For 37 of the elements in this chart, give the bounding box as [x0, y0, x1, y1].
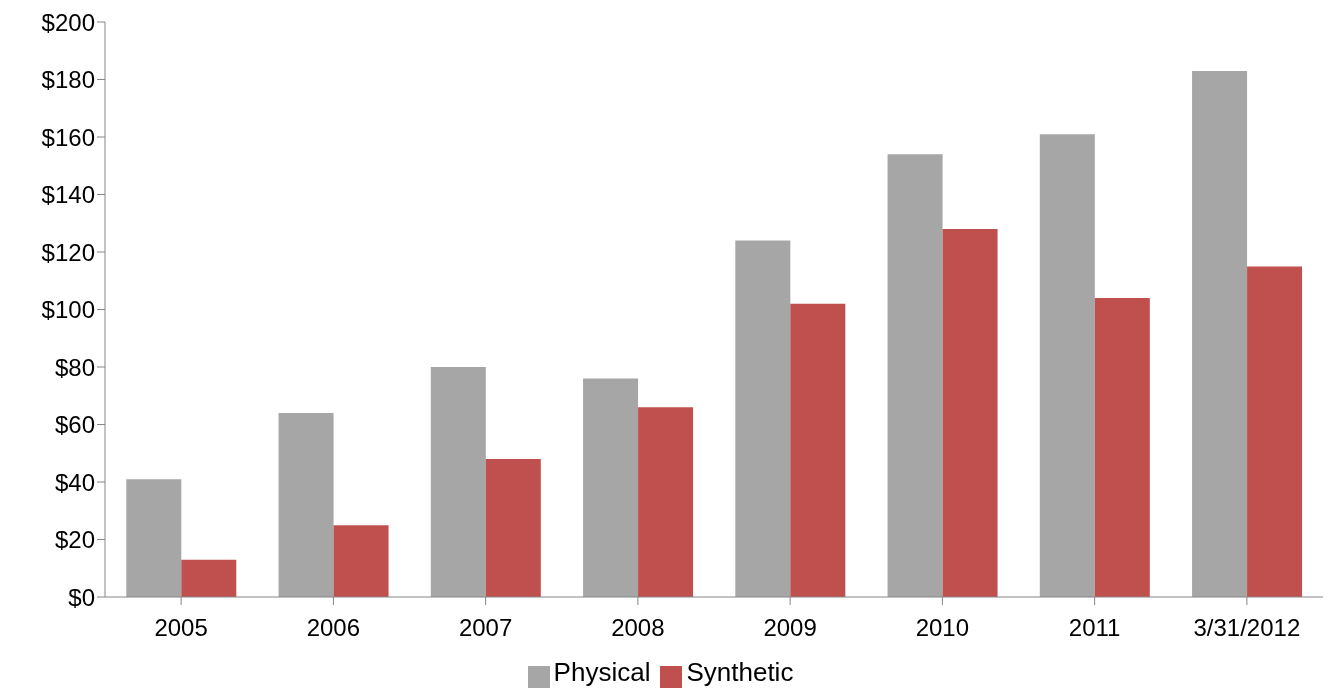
- x-tick-label: 2010: [915, 614, 970, 642]
- bar: [942, 229, 998, 597]
- bar: [278, 413, 334, 597]
- legend-label: Synthetic: [686, 657, 794, 687]
- bar: [333, 525, 389, 597]
- bar: [638, 407, 694, 597]
- x-tick-label: 2008: [611, 614, 665, 642]
- x-tick-label: 2007: [458, 614, 513, 642]
- y-tick-label: $180: [41, 66, 95, 94]
- bar: [887, 154, 943, 597]
- x-tick-label: 2009: [763, 614, 817, 642]
- x-tick-label: 2006: [306, 614, 361, 642]
- bar: [485, 459, 541, 597]
- bar: [1039, 134, 1095, 597]
- y-tick-label: $140: [41, 181, 95, 209]
- bar: [126, 479, 182, 597]
- x-tick-label: 2005: [154, 614, 208, 642]
- bar: [430, 367, 486, 597]
- bar: [181, 559, 237, 597]
- y-tick-label: $80: [54, 353, 95, 381]
- bar: [1192, 70, 1248, 597]
- y-tick-label: $160: [41, 123, 95, 151]
- bar: [735, 240, 791, 597]
- legend-label: Physical: [553, 657, 651, 687]
- y-tick-label: $20: [54, 526, 95, 554]
- y-tick-label: $200: [41, 8, 95, 36]
- y-tick-label: $60: [54, 411, 95, 439]
- y-tick-label: $0: [68, 583, 95, 611]
- bar: [1094, 298, 1150, 597]
- x-tick-label: 3/31/2012: [1193, 614, 1301, 642]
- y-tick-label: $120: [41, 238, 95, 266]
- bar: [1247, 266, 1303, 597]
- x-tick-label: 2011: [1068, 614, 1121, 642]
- bar: [790, 303, 846, 597]
- bar: [583, 378, 639, 597]
- y-tick-label: $100: [41, 296, 95, 324]
- y-tick-label: $40: [54, 468, 95, 496]
